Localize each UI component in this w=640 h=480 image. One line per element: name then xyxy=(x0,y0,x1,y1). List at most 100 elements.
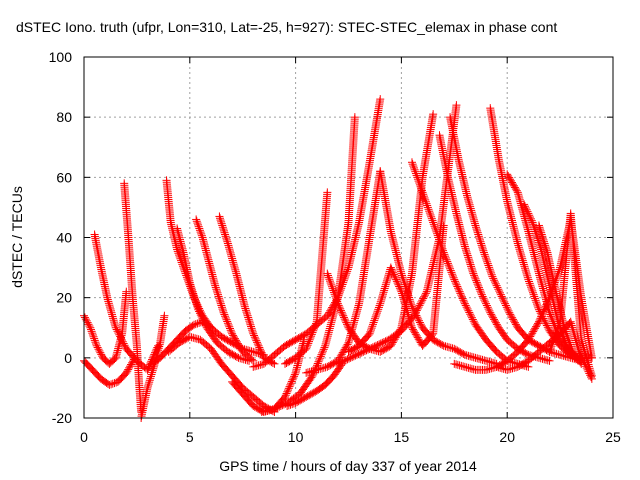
data-point xyxy=(453,282,462,291)
data-point xyxy=(343,267,352,276)
series-16 xyxy=(281,188,332,368)
x-tick-label: 25 xyxy=(605,429,621,445)
data-point xyxy=(376,297,385,306)
data-point xyxy=(285,382,294,391)
data-point xyxy=(506,364,515,373)
data-point xyxy=(485,357,494,366)
data-point xyxy=(124,365,133,374)
data-point xyxy=(244,313,253,322)
y-tick-label: 60 xyxy=(56,169,72,185)
data-point xyxy=(222,315,231,324)
data-point xyxy=(195,307,204,316)
data-point xyxy=(368,320,377,329)
data-point xyxy=(525,277,534,286)
data-point xyxy=(322,337,331,346)
data-point xyxy=(190,293,199,302)
data-point xyxy=(188,287,197,296)
data-point xyxy=(379,288,388,297)
data-point xyxy=(206,323,215,332)
data-point xyxy=(315,355,324,364)
data-point xyxy=(119,339,128,348)
data-point xyxy=(523,223,532,232)
data-point xyxy=(305,335,314,344)
data-point xyxy=(466,260,475,269)
data-point xyxy=(108,379,117,388)
data-point xyxy=(465,198,474,207)
data-point xyxy=(91,338,100,347)
data-point xyxy=(485,263,494,272)
data-point xyxy=(478,355,487,364)
data-point xyxy=(427,214,436,223)
data-point xyxy=(459,362,468,371)
series-8 xyxy=(192,215,258,365)
data-point xyxy=(226,248,235,257)
data-point xyxy=(236,344,245,353)
data-point xyxy=(215,294,224,303)
data-point xyxy=(354,301,363,310)
data-point xyxy=(258,360,267,369)
data-point xyxy=(205,322,214,331)
series-1 xyxy=(80,287,131,368)
data-point xyxy=(486,267,495,276)
data-point xyxy=(525,279,534,288)
data-point xyxy=(474,281,483,290)
data-point xyxy=(470,271,479,280)
data-point xyxy=(454,285,463,294)
data-point xyxy=(463,251,472,260)
data-point xyxy=(463,193,472,202)
data-point xyxy=(466,202,475,211)
data-point xyxy=(240,302,249,311)
data-point xyxy=(321,339,330,348)
series-13 xyxy=(249,95,385,371)
data-point xyxy=(464,195,473,204)
data-point xyxy=(515,193,524,202)
data-point xyxy=(283,401,292,410)
data-point xyxy=(231,336,240,345)
data-point xyxy=(226,326,235,335)
x-tick-label: 10 xyxy=(288,429,304,445)
data-point xyxy=(374,305,383,314)
data-point xyxy=(410,165,419,174)
data-point xyxy=(230,262,239,271)
data-point xyxy=(224,241,233,250)
data-point xyxy=(323,334,332,343)
data-point xyxy=(409,163,418,172)
data-point xyxy=(189,291,198,300)
data-point xyxy=(320,343,329,352)
data-point xyxy=(443,259,452,268)
data-point xyxy=(550,349,559,358)
data-point xyxy=(113,327,122,336)
data-point xyxy=(481,254,490,263)
data-point xyxy=(325,275,334,284)
data-point xyxy=(245,318,254,327)
data-point xyxy=(448,270,457,279)
series-3 xyxy=(90,230,163,374)
data-point xyxy=(462,247,471,256)
data-point xyxy=(194,305,203,314)
data-point xyxy=(475,285,484,294)
data-point xyxy=(193,319,202,328)
data-point xyxy=(352,310,361,319)
data-point xyxy=(325,308,334,317)
data-point xyxy=(143,365,152,374)
data-point xyxy=(323,269,332,278)
data-point xyxy=(90,334,99,343)
data-point xyxy=(214,290,223,299)
data-point xyxy=(455,287,464,296)
data-point xyxy=(519,260,528,269)
data-point xyxy=(287,377,296,386)
data-point xyxy=(87,327,96,336)
data-point xyxy=(324,310,333,319)
data-point xyxy=(304,339,313,348)
data-point xyxy=(472,223,481,232)
data-point xyxy=(328,312,337,321)
data-point xyxy=(528,288,537,297)
data-point xyxy=(514,241,523,250)
data-point xyxy=(423,203,432,212)
data-point xyxy=(173,247,182,256)
data-point xyxy=(236,354,245,363)
data-point xyxy=(473,280,482,289)
data-point xyxy=(376,95,385,104)
data-point xyxy=(89,332,98,341)
data-point xyxy=(197,312,206,321)
